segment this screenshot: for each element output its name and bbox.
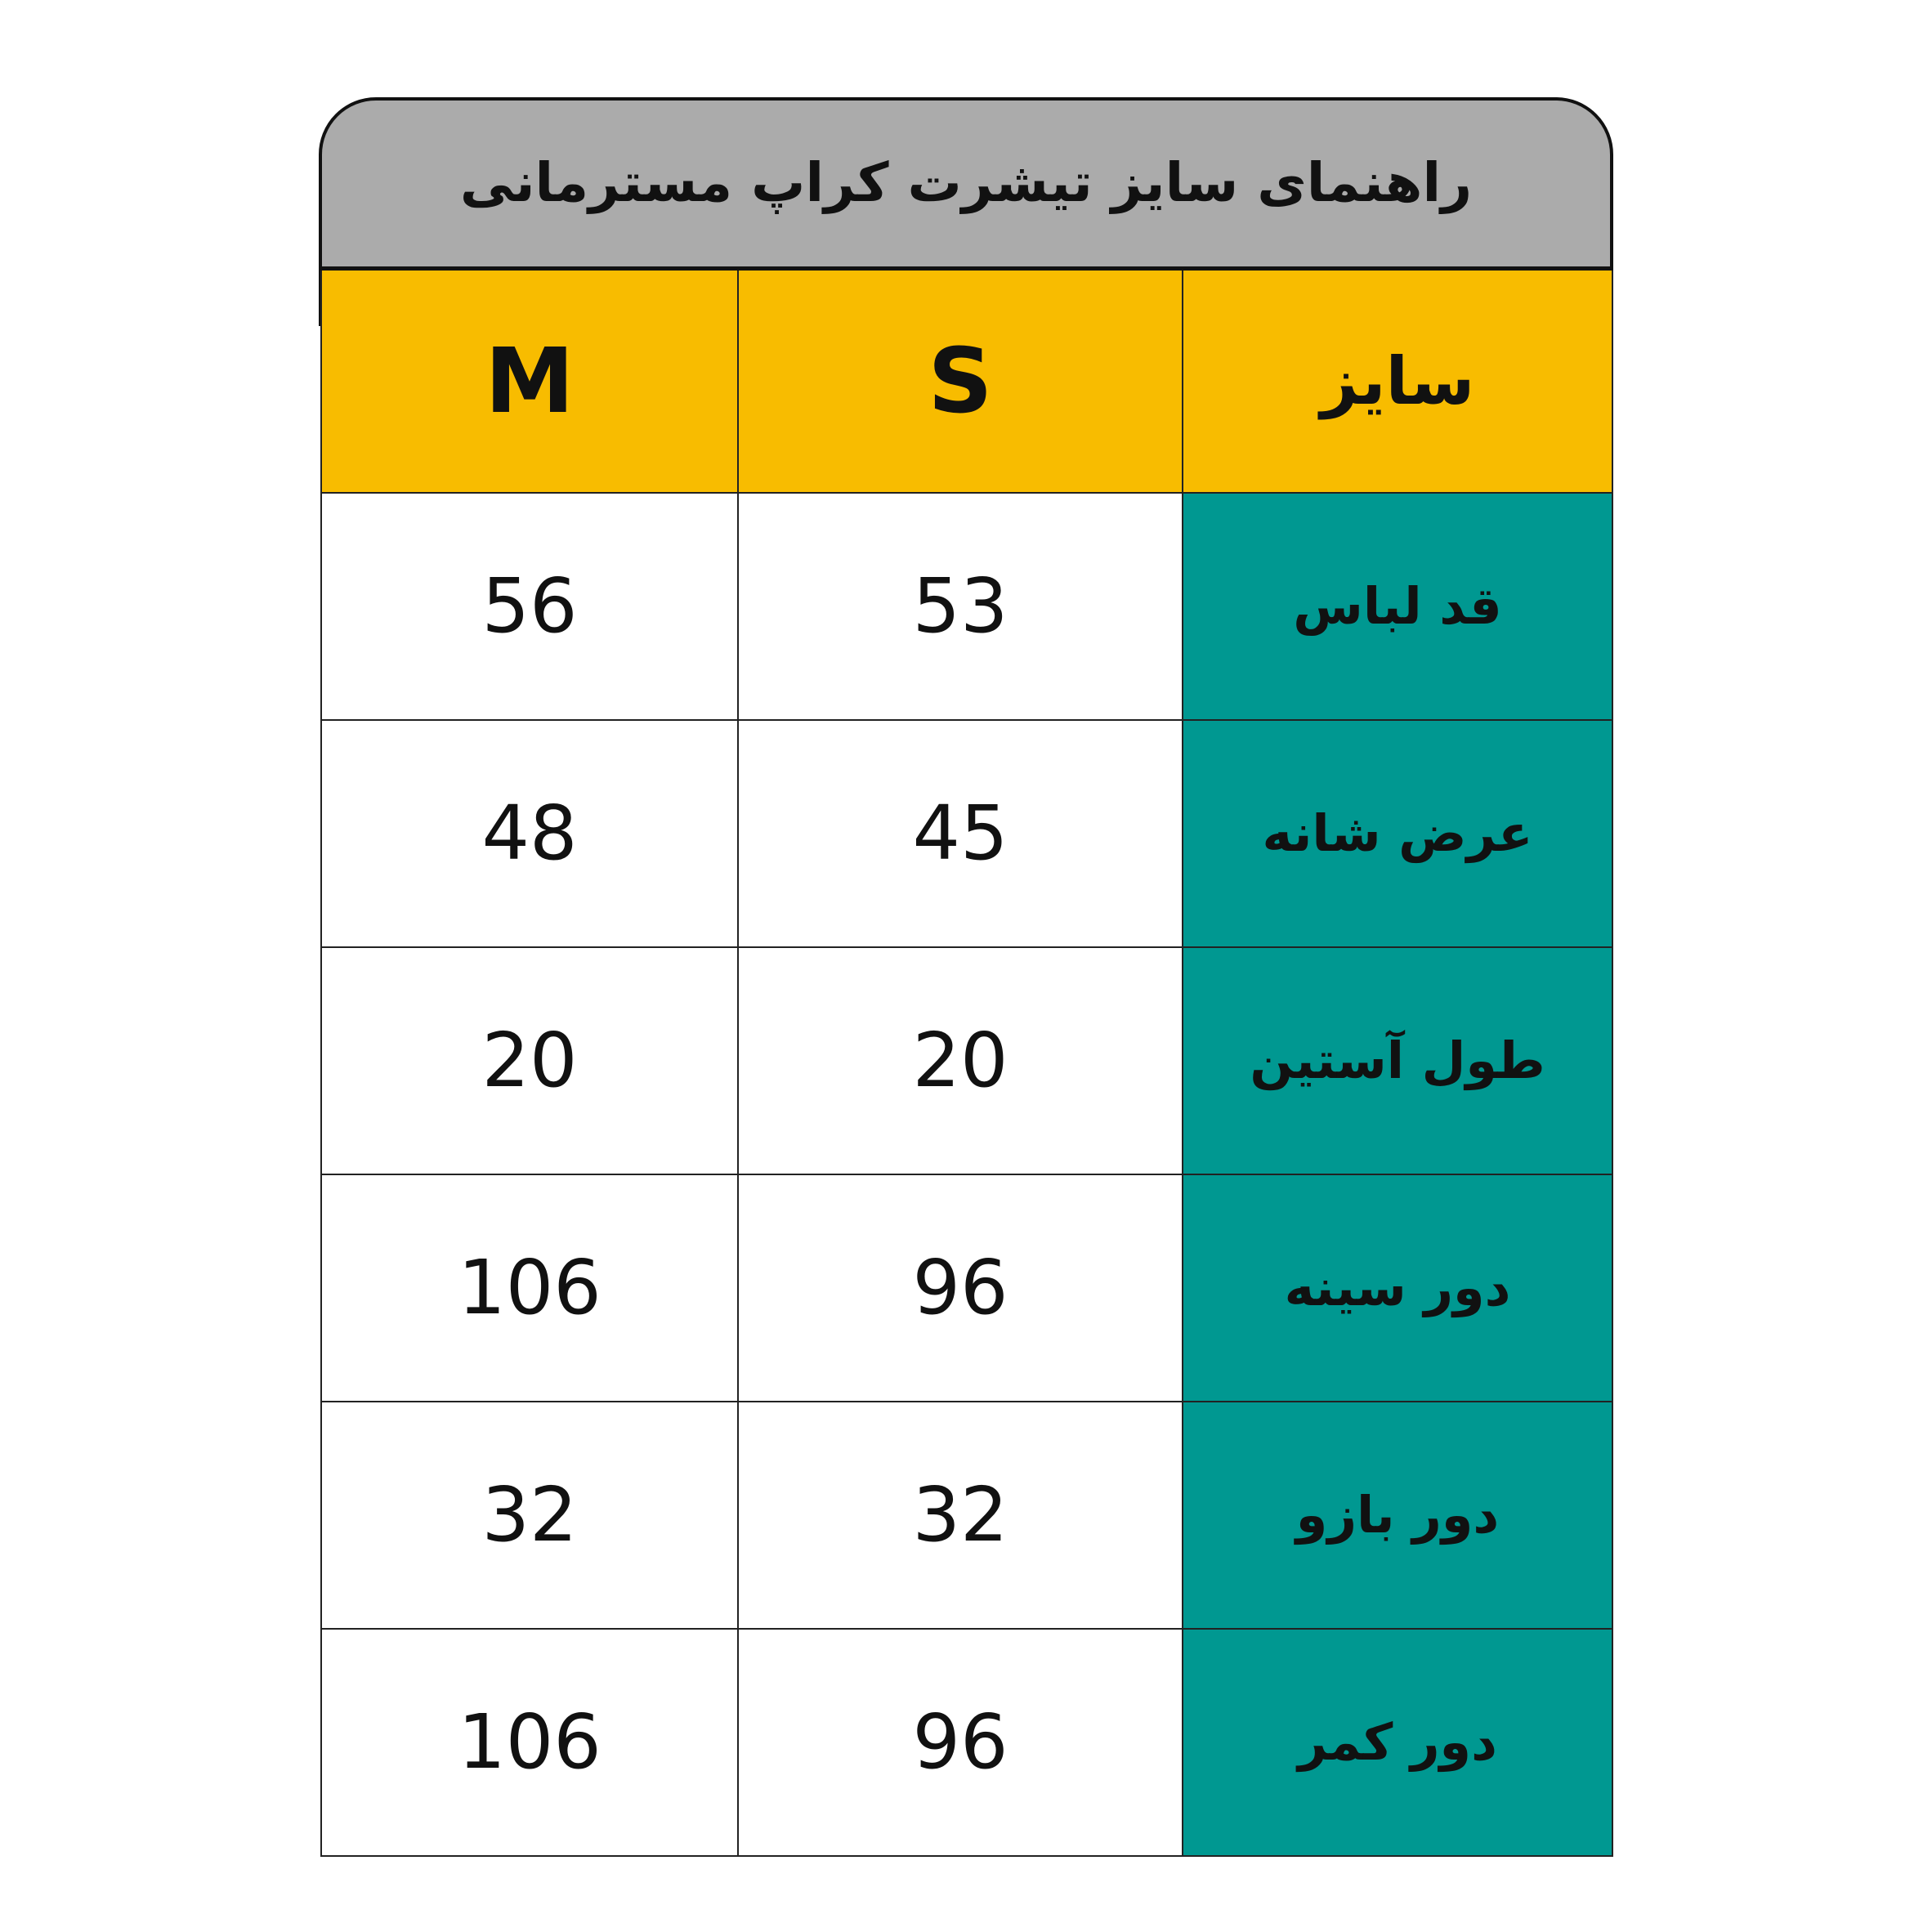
cell-m: 20: [320, 946, 739, 1175]
cell-s: 45: [737, 718, 1183, 948]
cell-s: 96: [737, 1173, 1183, 1402]
header-row: M S سایز: [320, 266, 1613, 494]
header-label: سایز: [1182, 266, 1613, 494]
table-row: 32 32 دور بازو: [320, 1400, 1613, 1630]
size-table: M S سایز 56 53 قد لباس 48 45 عرض شانه 20…: [320, 266, 1613, 1857]
table-row: 20 20 طول آستین: [320, 946, 1613, 1175]
row-label: عرض شانه: [1182, 718, 1613, 948]
table-row: 106 96 دور سینه: [320, 1173, 1613, 1402]
row-label: دور بازو: [1182, 1400, 1613, 1630]
page-title: راهنمای سایز تیشرت کراپ مسترمانی: [459, 151, 1473, 214]
row-label: طول آستین: [1182, 946, 1613, 1175]
cell-s: 32: [737, 1400, 1183, 1630]
row-label: دور کمر: [1182, 1627, 1613, 1857]
cell-m: 32: [320, 1400, 739, 1630]
table-row: 56 53 قد لباس: [320, 491, 1613, 721]
cell-m: 106: [320, 1627, 739, 1857]
cell-s: 53: [737, 491, 1183, 721]
header-size-s: S: [737, 266, 1183, 494]
table-row: 48 45 عرض شانه: [320, 718, 1613, 948]
row-label: دور سینه: [1182, 1173, 1613, 1402]
cell-m: 56: [320, 491, 739, 721]
table-row: 106 96 دور کمر: [320, 1627, 1613, 1857]
cell-m: 48: [320, 718, 739, 948]
cell-s: 20: [737, 946, 1183, 1175]
row-label: قد لباس: [1182, 491, 1613, 721]
cell-m: 106: [320, 1173, 739, 1402]
header-size-m: M: [320, 266, 739, 494]
cell-s: 96: [737, 1627, 1183, 1857]
